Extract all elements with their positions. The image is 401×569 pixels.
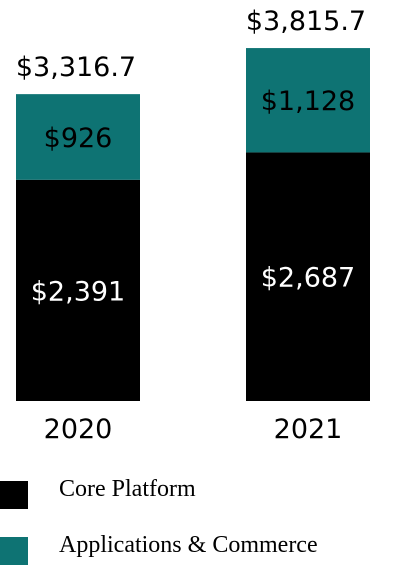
data-label-applications-commerce-2020: $926 xyxy=(44,123,113,154)
bar-segment-applications-commerce-2020 xyxy=(16,94,140,180)
data-label-applications-commerce-2021: $1,128 xyxy=(261,86,355,117)
legend-label-core-platform: Core Platform xyxy=(59,476,196,502)
legend-swatch-applications-commerce xyxy=(0,537,28,565)
data-label-core-platform-2021: $2,687 xyxy=(261,263,355,294)
data-label-core-platform-2020: $2,391 xyxy=(31,276,125,307)
legend-item-core-platform: Core Platform xyxy=(0,476,401,509)
x-tick-label-2021: 2021 xyxy=(274,414,343,445)
legend-label-applications-commerce: Applications & Commerce xyxy=(59,532,318,558)
bar-segment-core-platform-2020 xyxy=(16,179,140,401)
bar-segment-core-platform-2021 xyxy=(246,152,370,401)
total-label-2021: $3,815.7 xyxy=(246,6,366,37)
legend-swatch-core-platform xyxy=(0,481,28,509)
x-tick-label-2020: 2020 xyxy=(44,414,113,445)
bar-segment-applications-commerce-2021 xyxy=(246,48,370,153)
legend-item-applications-commerce: Applications & Commerce xyxy=(0,532,401,565)
total-label-2020: $3,316.7 xyxy=(16,52,136,83)
